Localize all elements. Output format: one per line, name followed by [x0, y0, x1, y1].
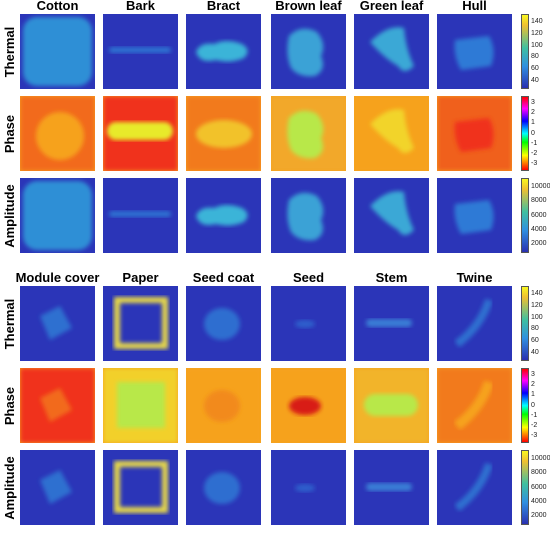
- image-phase-stem: [354, 368, 429, 443]
- image-phase-hull: [437, 96, 512, 171]
- column-title-bark: Bark: [126, 0, 155, 13]
- column-title-green-leaf: Green leaf: [359, 0, 424, 13]
- image-phase-bract: [186, 96, 261, 171]
- colorbar-tick-label: 120: [531, 301, 543, 309]
- image-thermal-twine: [437, 286, 512, 361]
- colorbar-tick-label: 2: [531, 381, 535, 389]
- colorbar-tick-label: -2: [531, 149, 538, 157]
- image-thermal-cotton: [20, 14, 95, 89]
- image-phase-twine: [437, 368, 512, 443]
- image-amplitude-stem: [354, 450, 429, 525]
- row-label-thermal: Thermal: [2, 26, 17, 77]
- image-thermal-module-cover: [20, 286, 95, 361]
- colorbar-tick-label: 60: [531, 65, 539, 73]
- column-title-cotton: Cotton: [36, 0, 79, 13]
- image-thermal-seed: [271, 286, 346, 361]
- image-amplitude-cotton: [20, 178, 95, 253]
- colorbar-tick-label: 140: [531, 17, 543, 25]
- colorbar-tick-label: 100: [531, 41, 543, 49]
- colorbar-tick-label: 120: [531, 29, 543, 37]
- row-label-thermal: Thermal: [2, 298, 17, 349]
- image-thermal-green-leaf: [354, 14, 429, 89]
- column-title-seed: Seed: [292, 270, 325, 285]
- colorbar-tick-label: 100: [531, 313, 543, 321]
- column-title-bract: Bract: [206, 0, 241, 13]
- row-label-phase: Phase: [2, 386, 17, 425]
- column-title-stem: Stem: [375, 270, 408, 285]
- image-amplitude-module-cover: [20, 450, 95, 525]
- colorbar-tick-label: 3: [531, 99, 535, 107]
- column-title-seed-coat: Seed coat: [192, 270, 255, 285]
- image-amplitude-paper: [103, 450, 178, 525]
- column-title-brown-leaf: Brown leaf: [275, 0, 342, 13]
- colorbar-tick-label: 40: [531, 77, 539, 85]
- colorbar-tick-label: 6000: [531, 211, 547, 219]
- image-phase-paper: [103, 368, 178, 443]
- image-phase-brown-leaf: [271, 96, 346, 171]
- colorbar-tick-label: 2000: [531, 511, 547, 519]
- colorbar-tick-label: 8000: [531, 197, 547, 205]
- colorbar-tick-label: 60: [531, 337, 539, 345]
- colorbar-tick-label: 1: [531, 119, 535, 127]
- image-thermal-brown-leaf: [271, 14, 346, 89]
- image-amplitude-bark: [103, 178, 178, 253]
- colorbar-tick-label: 2000: [531, 239, 547, 247]
- colorbar-tick-label: 1: [531, 391, 535, 399]
- image-thermal-bract: [186, 14, 261, 89]
- colorbar-tick-label: -1: [531, 411, 538, 419]
- image-phase-cotton: [20, 96, 95, 171]
- image-thermal-paper: [103, 286, 178, 361]
- image-thermal-stem: [354, 286, 429, 361]
- colorbar-tick-label: 140: [531, 289, 543, 297]
- image-thermal-bark: [103, 14, 178, 89]
- colorbar-phase: [521, 368, 529, 443]
- image-thermal-seed-coat: [186, 286, 261, 361]
- colorbar-tick-label: 4000: [531, 225, 547, 233]
- image-phase-module-cover: [20, 368, 95, 443]
- image-amplitude-hull: [437, 178, 512, 253]
- colorbar-tick-label: -3: [531, 159, 538, 167]
- image-phase-bark: [103, 96, 178, 171]
- colorbar-tick-label: -1: [531, 139, 538, 147]
- colorbar-tick-label: 4000: [531, 497, 547, 505]
- image-amplitude-brown-leaf: [271, 178, 346, 253]
- colorbar-tick-label: 0: [531, 129, 535, 137]
- image-amplitude-twine: [437, 450, 512, 525]
- image-phase-seed-coat: [186, 368, 261, 443]
- row-label-amplitude: Amplitude: [2, 455, 17, 520]
- colorbar-tick-label: 8000: [531, 469, 547, 477]
- colorbar-tick-label: 80: [531, 325, 539, 333]
- image-thermal-hull: [437, 14, 512, 89]
- colorbar-phase: [521, 96, 529, 171]
- row-label-amplitude: Amplitude: [2, 183, 17, 248]
- colorbar-tick-label: 40: [531, 349, 539, 357]
- image-amplitude-bract: [186, 178, 261, 253]
- colorbar-tick-label: 10000: [531, 455, 550, 463]
- image-amplitude-seed-coat: [186, 450, 261, 525]
- row-label-phase: Phase: [2, 114, 17, 153]
- column-title-twine: Twine: [456, 270, 493, 285]
- colorbar-tick-label: 3: [531, 371, 535, 379]
- colorbar-tick-label: 2: [531, 109, 535, 117]
- colorbar-tick-label: 0: [531, 401, 535, 409]
- image-amplitude-seed: [271, 450, 346, 525]
- colorbar-tick-label: -2: [531, 421, 538, 429]
- image-amplitude-green-leaf: [354, 178, 429, 253]
- image-phase-seed: [271, 368, 346, 443]
- colorbar-tick-label: 6000: [531, 483, 547, 491]
- colorbar-tick-label: 80: [531, 53, 539, 61]
- image-phase-green-leaf: [354, 96, 429, 171]
- colorbar-tick-label: 10000: [531, 183, 550, 191]
- colorbar-tick-label: -3: [531, 431, 538, 439]
- column-title-hull: Hull: [462, 0, 487, 13]
- colorbar-thermal: [521, 14, 529, 89]
- colorbar-amplitude: [521, 450, 529, 525]
- column-title-module-cover: Module cover: [15, 270, 100, 285]
- colorbar-thermal: [521, 286, 529, 361]
- colorbar-amplitude: [521, 178, 529, 253]
- column-title-paper: Paper: [122, 270, 159, 285]
